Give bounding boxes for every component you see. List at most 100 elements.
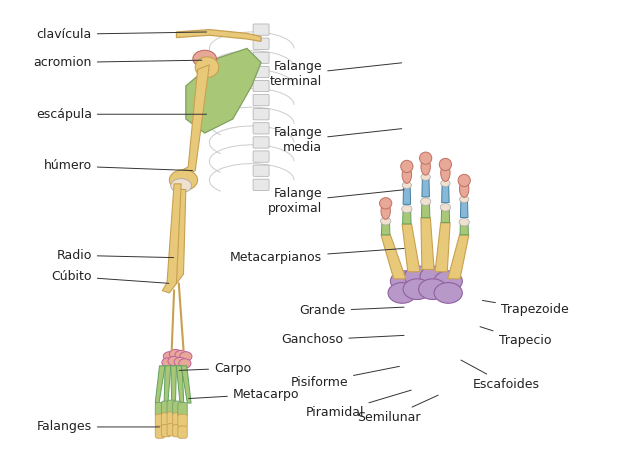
Text: Radio: Radio [57, 249, 173, 262]
Polygon shape [460, 199, 468, 218]
Ellipse shape [418, 279, 447, 299]
Ellipse shape [434, 271, 462, 291]
Ellipse shape [380, 198, 392, 209]
FancyBboxPatch shape [161, 401, 171, 416]
Polygon shape [441, 207, 450, 223]
Text: Cúbito: Cúbito [51, 270, 169, 283]
Polygon shape [177, 65, 210, 178]
FancyBboxPatch shape [178, 403, 187, 418]
Text: Semilunar: Semilunar [358, 395, 438, 424]
FancyBboxPatch shape [173, 413, 182, 427]
Ellipse shape [459, 219, 469, 226]
Text: húmero: húmero [44, 159, 192, 173]
Ellipse shape [180, 352, 192, 361]
Polygon shape [186, 48, 261, 133]
Ellipse shape [168, 357, 180, 366]
FancyBboxPatch shape [156, 403, 164, 418]
Text: Pisiforme: Pisiforme [290, 367, 399, 389]
FancyBboxPatch shape [253, 80, 269, 92]
Ellipse shape [174, 357, 186, 367]
FancyBboxPatch shape [253, 165, 269, 176]
FancyBboxPatch shape [167, 424, 177, 436]
Ellipse shape [420, 198, 431, 205]
Text: Carpo: Carpo [179, 362, 251, 375]
Polygon shape [177, 366, 184, 403]
FancyBboxPatch shape [178, 426, 187, 438]
Polygon shape [403, 185, 411, 204]
Ellipse shape [434, 282, 462, 303]
Polygon shape [448, 235, 469, 279]
Text: Piramidal: Piramidal [306, 390, 411, 420]
FancyBboxPatch shape [178, 414, 187, 428]
FancyBboxPatch shape [253, 137, 269, 148]
Polygon shape [164, 366, 171, 403]
Ellipse shape [403, 279, 431, 299]
FancyBboxPatch shape [161, 425, 171, 437]
FancyBboxPatch shape [161, 413, 171, 427]
Polygon shape [177, 30, 261, 41]
Text: Falanges: Falanges [37, 420, 159, 433]
Text: Escafoides: Escafoides [461, 360, 540, 391]
Ellipse shape [179, 359, 191, 368]
Polygon shape [421, 218, 434, 270]
Polygon shape [163, 184, 181, 293]
Ellipse shape [170, 170, 197, 191]
FancyBboxPatch shape [253, 95, 269, 106]
Text: Falange
terminal: Falange terminal [270, 60, 402, 88]
Ellipse shape [388, 282, 417, 303]
Text: clavícula: clavícula [37, 28, 206, 41]
FancyBboxPatch shape [156, 426, 164, 438]
Ellipse shape [401, 160, 413, 173]
Polygon shape [402, 224, 420, 272]
Text: Falange
media: Falange media [274, 126, 402, 154]
Ellipse shape [193, 50, 217, 67]
Polygon shape [382, 221, 390, 235]
Ellipse shape [404, 266, 432, 287]
FancyBboxPatch shape [253, 52, 269, 63]
Text: Trapecio: Trapecio [480, 327, 551, 347]
Ellipse shape [421, 158, 431, 175]
Ellipse shape [420, 266, 448, 287]
FancyBboxPatch shape [253, 109, 269, 120]
FancyBboxPatch shape [173, 425, 182, 437]
Polygon shape [181, 366, 191, 403]
Text: Trapezoide: Trapezoide [483, 300, 568, 316]
Ellipse shape [458, 175, 471, 186]
Ellipse shape [195, 57, 218, 78]
Polygon shape [435, 223, 450, 272]
Text: Ganchoso: Ganchoso [281, 333, 404, 346]
Ellipse shape [440, 203, 451, 211]
Ellipse shape [460, 196, 469, 202]
Polygon shape [422, 201, 430, 218]
Ellipse shape [381, 202, 391, 219]
Ellipse shape [380, 218, 391, 225]
Ellipse shape [402, 182, 411, 189]
FancyBboxPatch shape [253, 123, 269, 134]
Text: Metacarpianos: Metacarpianos [230, 248, 404, 264]
Text: Grande: Grande [300, 304, 404, 317]
Polygon shape [422, 177, 429, 197]
Text: acromion: acromion [34, 56, 202, 69]
Ellipse shape [171, 179, 192, 193]
Polygon shape [441, 183, 449, 202]
Polygon shape [155, 366, 165, 403]
FancyBboxPatch shape [167, 412, 177, 426]
FancyBboxPatch shape [167, 400, 177, 415]
Ellipse shape [420, 152, 432, 164]
FancyBboxPatch shape [156, 414, 164, 428]
Text: Falange
proximal: Falange proximal [268, 187, 404, 215]
FancyBboxPatch shape [253, 179, 269, 191]
Ellipse shape [441, 180, 450, 186]
Polygon shape [171, 190, 186, 283]
FancyBboxPatch shape [173, 401, 182, 416]
Polygon shape [171, 366, 177, 403]
Ellipse shape [402, 205, 412, 213]
Polygon shape [381, 235, 406, 279]
Ellipse shape [175, 350, 187, 359]
Ellipse shape [441, 165, 450, 181]
Ellipse shape [162, 358, 174, 367]
FancyBboxPatch shape [253, 151, 269, 162]
Ellipse shape [460, 181, 469, 197]
Ellipse shape [439, 158, 451, 171]
FancyBboxPatch shape [253, 38, 269, 49]
